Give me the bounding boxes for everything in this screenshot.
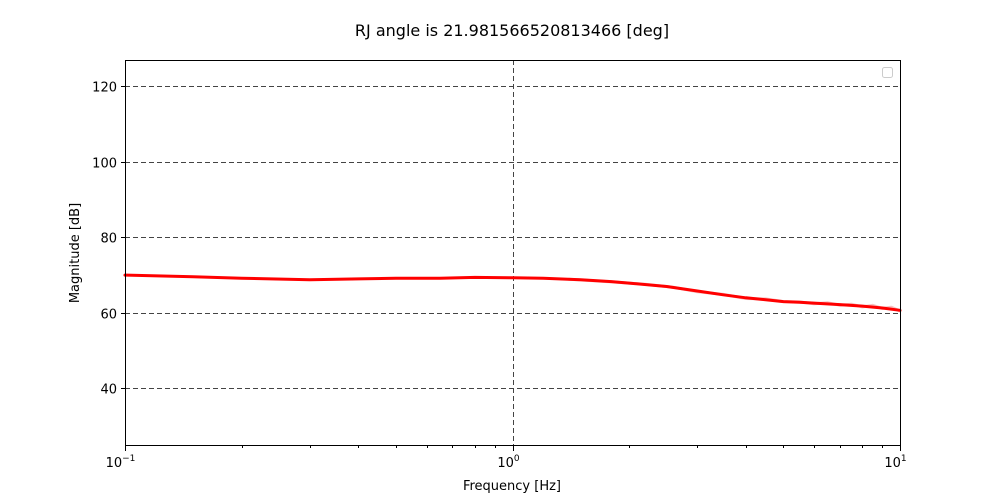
- smoothed-series-layer: [123, 273, 902, 312]
- grid-layer: [125, 60, 901, 445]
- x-tick-base: 10: [497, 456, 514, 471]
- x-tick-label: 100: [497, 454, 520, 471]
- x-tick-label: 101: [884, 454, 906, 471]
- x-tick-label: 10−1: [106, 454, 136, 471]
- y-tick-label: 40: [100, 383, 117, 398]
- x-axis-label: Frequency [Hz]: [463, 479, 561, 494]
- y-tick-label: 60: [100, 308, 117, 323]
- y-tick-label: 80: [100, 232, 117, 247]
- y-tick-label: 120: [92, 81, 117, 96]
- x-tick-base: 10: [884, 456, 901, 471]
- chart-title: RJ angle is 21.981566520813466 [deg]: [355, 21, 669, 40]
- y-tick-label: 100: [92, 157, 117, 172]
- x-tick-exponent: −1: [122, 454, 135, 464]
- smoothed-series-line: [123, 273, 902, 312]
- legend-box: [882, 67, 893, 78]
- x-tick-exponent: 0: [514, 454, 520, 464]
- x-tick-base: 10: [106, 456, 123, 471]
- x-tick-exponent: 1: [901, 454, 907, 464]
- y-axis-label: Magnitude [dB]: [68, 203, 83, 303]
